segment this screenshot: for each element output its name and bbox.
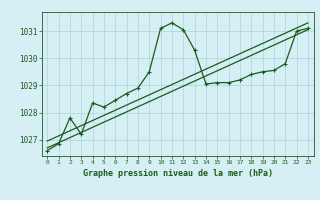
X-axis label: Graphe pression niveau de la mer (hPa): Graphe pression niveau de la mer (hPa) xyxy=(83,169,273,178)
